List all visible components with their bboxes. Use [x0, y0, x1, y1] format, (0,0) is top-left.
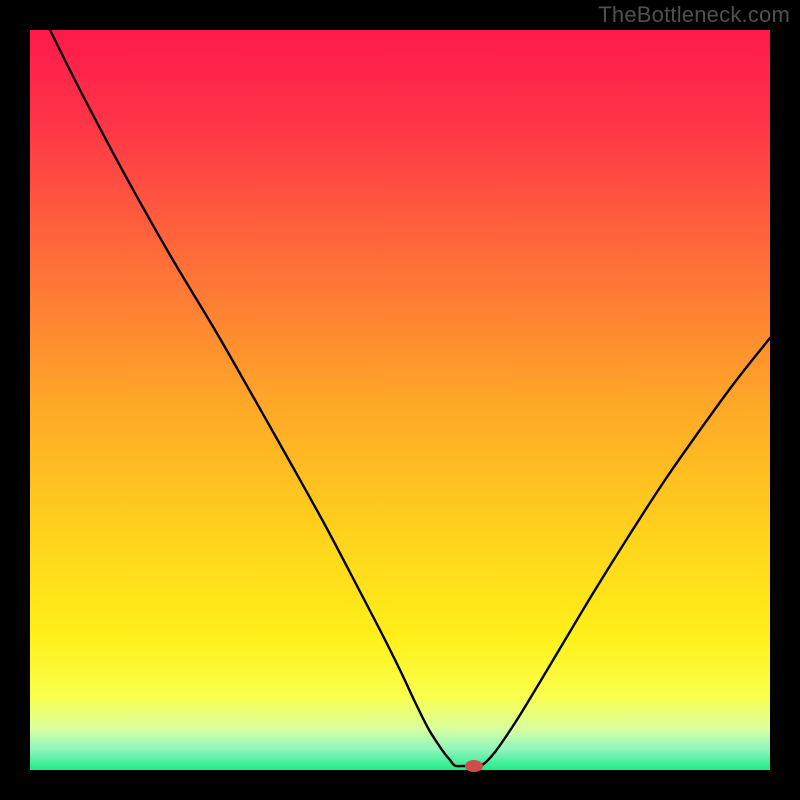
background-gradient — [30, 30, 770, 770]
bottleneck-marker — [465, 760, 483, 772]
watermark-text: TheBottleneck.com — [598, 2, 790, 28]
chart-frame: TheBottleneck.com — [0, 0, 800, 800]
plot-area — [30, 30, 770, 770]
